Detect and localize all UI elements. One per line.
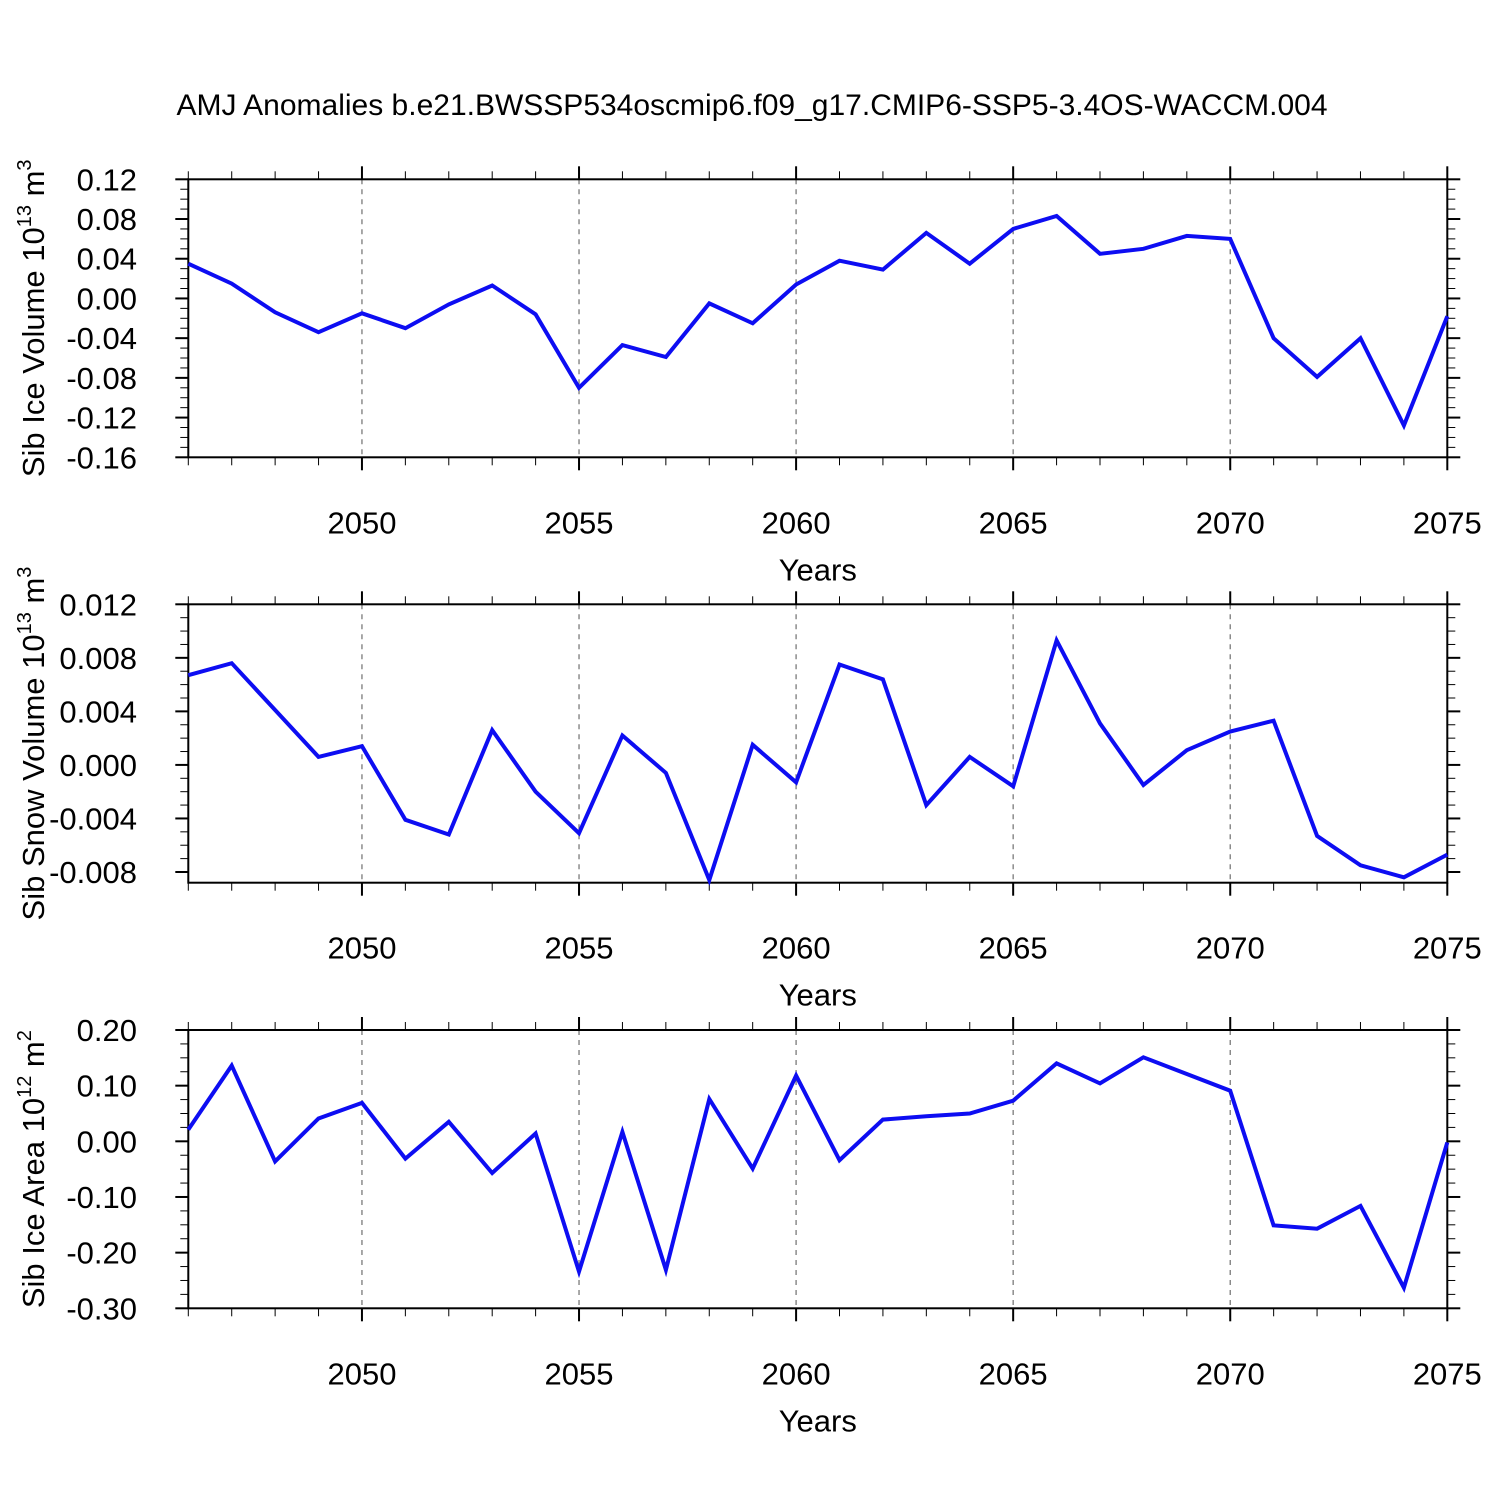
x-tick-label: 2055 [545, 931, 614, 966]
y-axis-title-exp: 13 [14, 612, 36, 634]
data-line [187, 635, 1449, 886]
y-tick-label: -0.08 [66, 361, 137, 396]
y-tick-label: -0.20 [66, 1236, 137, 1271]
data-line [187, 213, 1450, 431]
charts-root: 0.12 0.08 0.04 0.00 -0.04 -0.08 -0.12 -0.16 2050… [14, 159, 1482, 1438]
x-tick-label: 2050 [327, 1356, 396, 1391]
y-axis-title-unit-exp: 3 [14, 567, 36, 578]
y-tick-label: 0.008 [59, 641, 137, 676]
chart-panel-2: 0.012 0.008 0.004 0.000 -0.004 -0.008 2050 2055… [14, 567, 1482, 1013]
y-tick-label: -0.04 [66, 321, 137, 356]
y-axis-title-base: Sib Ice Volume 10 [16, 227, 51, 477]
x-tick-label: 2065 [979, 1356, 1048, 1391]
x-tick-label: 2065 [979, 931, 1048, 966]
plot-frame [187, 603, 1449, 884]
y-axis-title: Sib Snow Volume 1013 m3 [14, 567, 51, 921]
x-tick-label: 2065 [979, 505, 1048, 540]
y-tick-label: -0.16 [66, 440, 137, 475]
x-tick-label: 2050 [327, 505, 396, 540]
y-tick-label: -0.30 [66, 1291, 137, 1326]
y-tick-label: 0.10 [77, 1069, 137, 1104]
x-axis-title: Years [779, 552, 857, 587]
x-tick-label: 2070 [1196, 931, 1265, 966]
plot-frame [187, 1029, 1449, 1310]
chart-title: AMJ Anomalies b.e21.BWSSP534oscmip6.f09_… [176, 89, 1327, 122]
chart-panel-3: 0.20 0.10 0.00 -0.10 -0.20 -0.30 2050 2055 2060 2… [14, 1013, 1482, 1438]
x-axis-title: Years [779, 978, 857, 1013]
chart-panel-1: 0.12 0.08 0.04 0.00 -0.04 -0.08 -0.12 -0.16 2050… [14, 159, 1482, 587]
y-axis-title-unit-exp: 2 [14, 1030, 36, 1041]
y-tick-label: 0.012 [59, 587, 137, 622]
y-tick-label: 0.12 [77, 162, 137, 197]
y-axis-title-unit: m [16, 578, 51, 612]
x-tick-label: 2055 [545, 1356, 614, 1391]
y-tick-label: 0.04 [77, 242, 137, 277]
data-line [186, 1055, 1450, 1293]
y-tick-label: -0.10 [66, 1180, 137, 1215]
x-tick-label: 2055 [545, 505, 614, 540]
y-tick-label: 0.20 [77, 1013, 137, 1048]
y-axis-title-base: Sib Snow Volume 10 [16, 634, 51, 920]
x-tick-label: 2075 [1413, 505, 1482, 540]
y-tick-label: 0.004 [59, 694, 137, 729]
y-axis-title-unit-exp: 3 [14, 159, 36, 170]
y-tick-label: -0.008 [49, 855, 137, 890]
y-axis-title-unit: m [16, 171, 51, 205]
x-tick-label: 2050 [327, 931, 396, 966]
y-tick-label: 0.08 [77, 202, 137, 237]
y-axis-title-exp: 13 [14, 205, 36, 227]
x-tick-label: 2060 [762, 505, 831, 540]
y-axis-title: Sib Ice Area 1012 m2 [14, 1030, 51, 1308]
x-axis-title: Years [779, 1403, 857, 1438]
y-tick-label: -0.004 [49, 801, 137, 836]
y-axis-title-base: Sib Ice Area 10 [16, 1098, 51, 1308]
x-tick-label: 2075 [1413, 931, 1482, 966]
y-axis-title-unit: m [16, 1041, 51, 1075]
x-tick-label: 2060 [762, 1356, 831, 1391]
x-tick-label: 2070 [1196, 1356, 1265, 1391]
y-tick-label: 0.00 [77, 1124, 137, 1159]
x-tick-label: 2070 [1196, 505, 1265, 540]
y-axis-title: Sib Ice Volume 1013 m3 [14, 159, 51, 477]
y-tick-label: 0.00 [77, 281, 137, 316]
x-tick-label: 2060 [762, 931, 831, 966]
y-axis-title-exp: 12 [14, 1076, 36, 1098]
x-tick-label: 2075 [1413, 1356, 1482, 1391]
y-tick-label: -0.12 [66, 401, 137, 436]
y-tick-label: 0.000 [59, 748, 137, 783]
